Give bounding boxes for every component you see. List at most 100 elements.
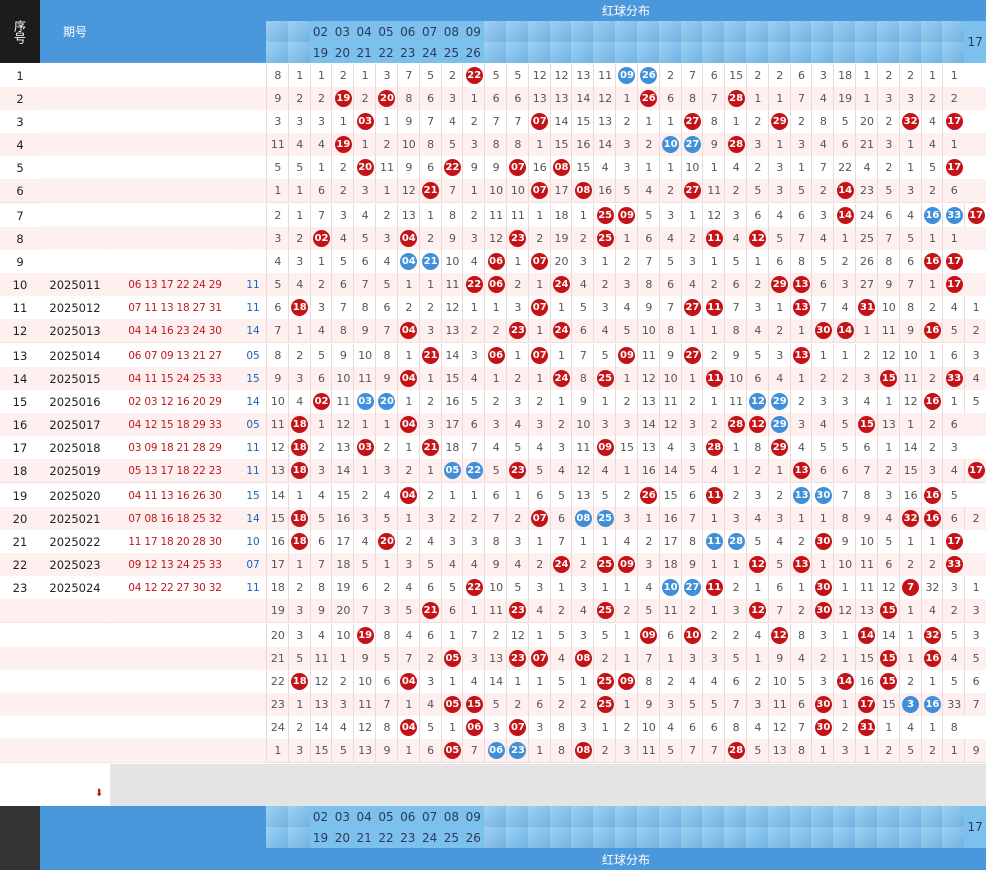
header-number-cell xyxy=(898,806,921,827)
distribution-cell: 9 xyxy=(724,344,747,367)
miss-count: 8 xyxy=(383,721,391,734)
distribution-cell: 16 xyxy=(920,250,944,273)
miss-count: 17 xyxy=(336,535,351,548)
distribution-cell: 1 xyxy=(462,179,485,202)
miss-count: 1 xyxy=(339,652,347,665)
distribution-cell: 11 xyxy=(702,576,725,599)
distribution-cell: 2 xyxy=(527,390,551,413)
miss-count: 2 xyxy=(318,441,326,454)
miss-count: 6 xyxy=(950,349,958,362)
miss-count: 16 xyxy=(859,675,874,688)
distribution-cell: 4 xyxy=(506,553,529,576)
distribution-cell: 2 xyxy=(920,87,944,110)
distribution-cell: 1 xyxy=(615,87,638,110)
miss-count: 5 xyxy=(950,675,958,688)
distribution-cell: 3 xyxy=(287,599,311,622)
miss-count: 7 xyxy=(383,698,391,711)
distribution-cell: 2 xyxy=(462,110,485,133)
distribution-cell: 4 xyxy=(746,624,769,647)
miss-count: 8 xyxy=(274,69,282,82)
miss-count: 5 xyxy=(732,652,740,665)
miss-count: 8 xyxy=(492,138,500,151)
miss-count: 7 xyxy=(470,744,478,757)
distribution-cell: 4 xyxy=(658,227,682,250)
miss-count: 5 xyxy=(667,255,675,268)
miss-count: 1 xyxy=(841,629,849,642)
miss-count: 10 xyxy=(859,535,874,548)
row-blue-number: 11 xyxy=(240,273,266,296)
miss-count: 4 xyxy=(950,301,958,314)
miss-count: 4 xyxy=(688,675,696,688)
miss-count: 4 xyxy=(274,255,282,268)
miss-count: 1 xyxy=(579,675,587,688)
distribution-cell: 3 xyxy=(506,530,529,553)
miss-count: 2 xyxy=(928,184,936,197)
miss-count: 1 xyxy=(448,489,456,502)
miss-count: 10 xyxy=(445,255,460,268)
red-ball: 12 xyxy=(749,230,767,247)
miss-count: 7 xyxy=(274,324,282,337)
distribution-cell: 17 xyxy=(266,553,289,576)
red-ball: 12 xyxy=(749,602,767,619)
miss-count: 9 xyxy=(710,138,718,151)
miss-count: 3 xyxy=(427,512,435,525)
row-seq: 19 xyxy=(0,484,40,507)
miss-count: 2 xyxy=(623,255,631,268)
distribution-cell: 6 xyxy=(811,273,834,296)
distribution-cell: 1 xyxy=(527,204,551,227)
distribution-cell: 6 xyxy=(702,64,725,87)
header-number-cell xyxy=(527,21,550,42)
miss-count: 15 xyxy=(619,441,634,454)
distribution-cell: 15 xyxy=(876,670,900,693)
miss-count: 3 xyxy=(470,535,478,548)
distribution-cell: 4 xyxy=(375,250,398,273)
red-ball: 13 xyxy=(793,276,811,293)
distribution-cell: 09 xyxy=(615,344,638,367)
miss-count: 2 xyxy=(536,395,544,408)
miss-count: 5 xyxy=(754,184,762,197)
distribution-cell: 21 xyxy=(418,436,442,459)
miss-count: 1 xyxy=(710,512,718,525)
scroll-arrow-icon[interactable]: ⬇ xyxy=(95,788,104,799)
miss-count: 1 xyxy=(972,301,980,314)
distribution-cell: 6 xyxy=(375,670,398,693)
miss-count: 1 xyxy=(361,69,369,82)
distribution-cell: 11 xyxy=(767,693,791,716)
row-seq: 20 xyxy=(0,507,40,530)
miss-count: 2 xyxy=(776,324,784,337)
miss-count: 16 xyxy=(445,395,460,408)
distribution-cell: 18 xyxy=(287,530,311,553)
distribution-cell: 15 xyxy=(549,133,573,156)
red-ball: 07 xyxy=(531,113,549,130)
distribution-cell: 1 xyxy=(527,624,551,647)
miss-count: 1 xyxy=(536,372,544,385)
miss-count: 4 xyxy=(972,372,980,385)
miss-count: 8 xyxy=(318,581,326,594)
miss-count: 8 xyxy=(841,512,849,525)
distribution-cell: 3 xyxy=(396,553,420,576)
distribution-cell: 3 xyxy=(811,670,834,693)
red-ball: 30 xyxy=(814,719,832,736)
row-blue-number xyxy=(240,670,266,693)
header-number-cell xyxy=(876,806,899,827)
miss-count: 3 xyxy=(339,698,347,711)
distribution-cell: 3 xyxy=(309,110,333,133)
header-number-cell: 07 xyxy=(421,24,438,39)
miss-count: 2 xyxy=(405,464,413,477)
miss-count: 1 xyxy=(405,698,413,711)
miss-count: 3 xyxy=(601,418,609,431)
distribution-cell: 3 xyxy=(331,693,354,716)
distribution-cell: 7 xyxy=(309,553,333,576)
row-seq: 3 xyxy=(0,110,40,133)
row-winning-numbers xyxy=(110,227,240,250)
distribution-cell: 7 xyxy=(331,296,354,319)
distribution-cell: 8 xyxy=(549,716,573,739)
distribution-cell: 12 xyxy=(746,413,769,436)
distribution-cell: 2 xyxy=(309,87,333,110)
red-ball: 22 xyxy=(465,276,483,293)
miss-count: 1 xyxy=(863,69,871,82)
miss-count: 4 xyxy=(776,535,784,548)
miss-count: 4 xyxy=(470,675,478,688)
distribution-cell: 12 xyxy=(658,413,682,436)
miss-count: 4 xyxy=(448,115,456,128)
